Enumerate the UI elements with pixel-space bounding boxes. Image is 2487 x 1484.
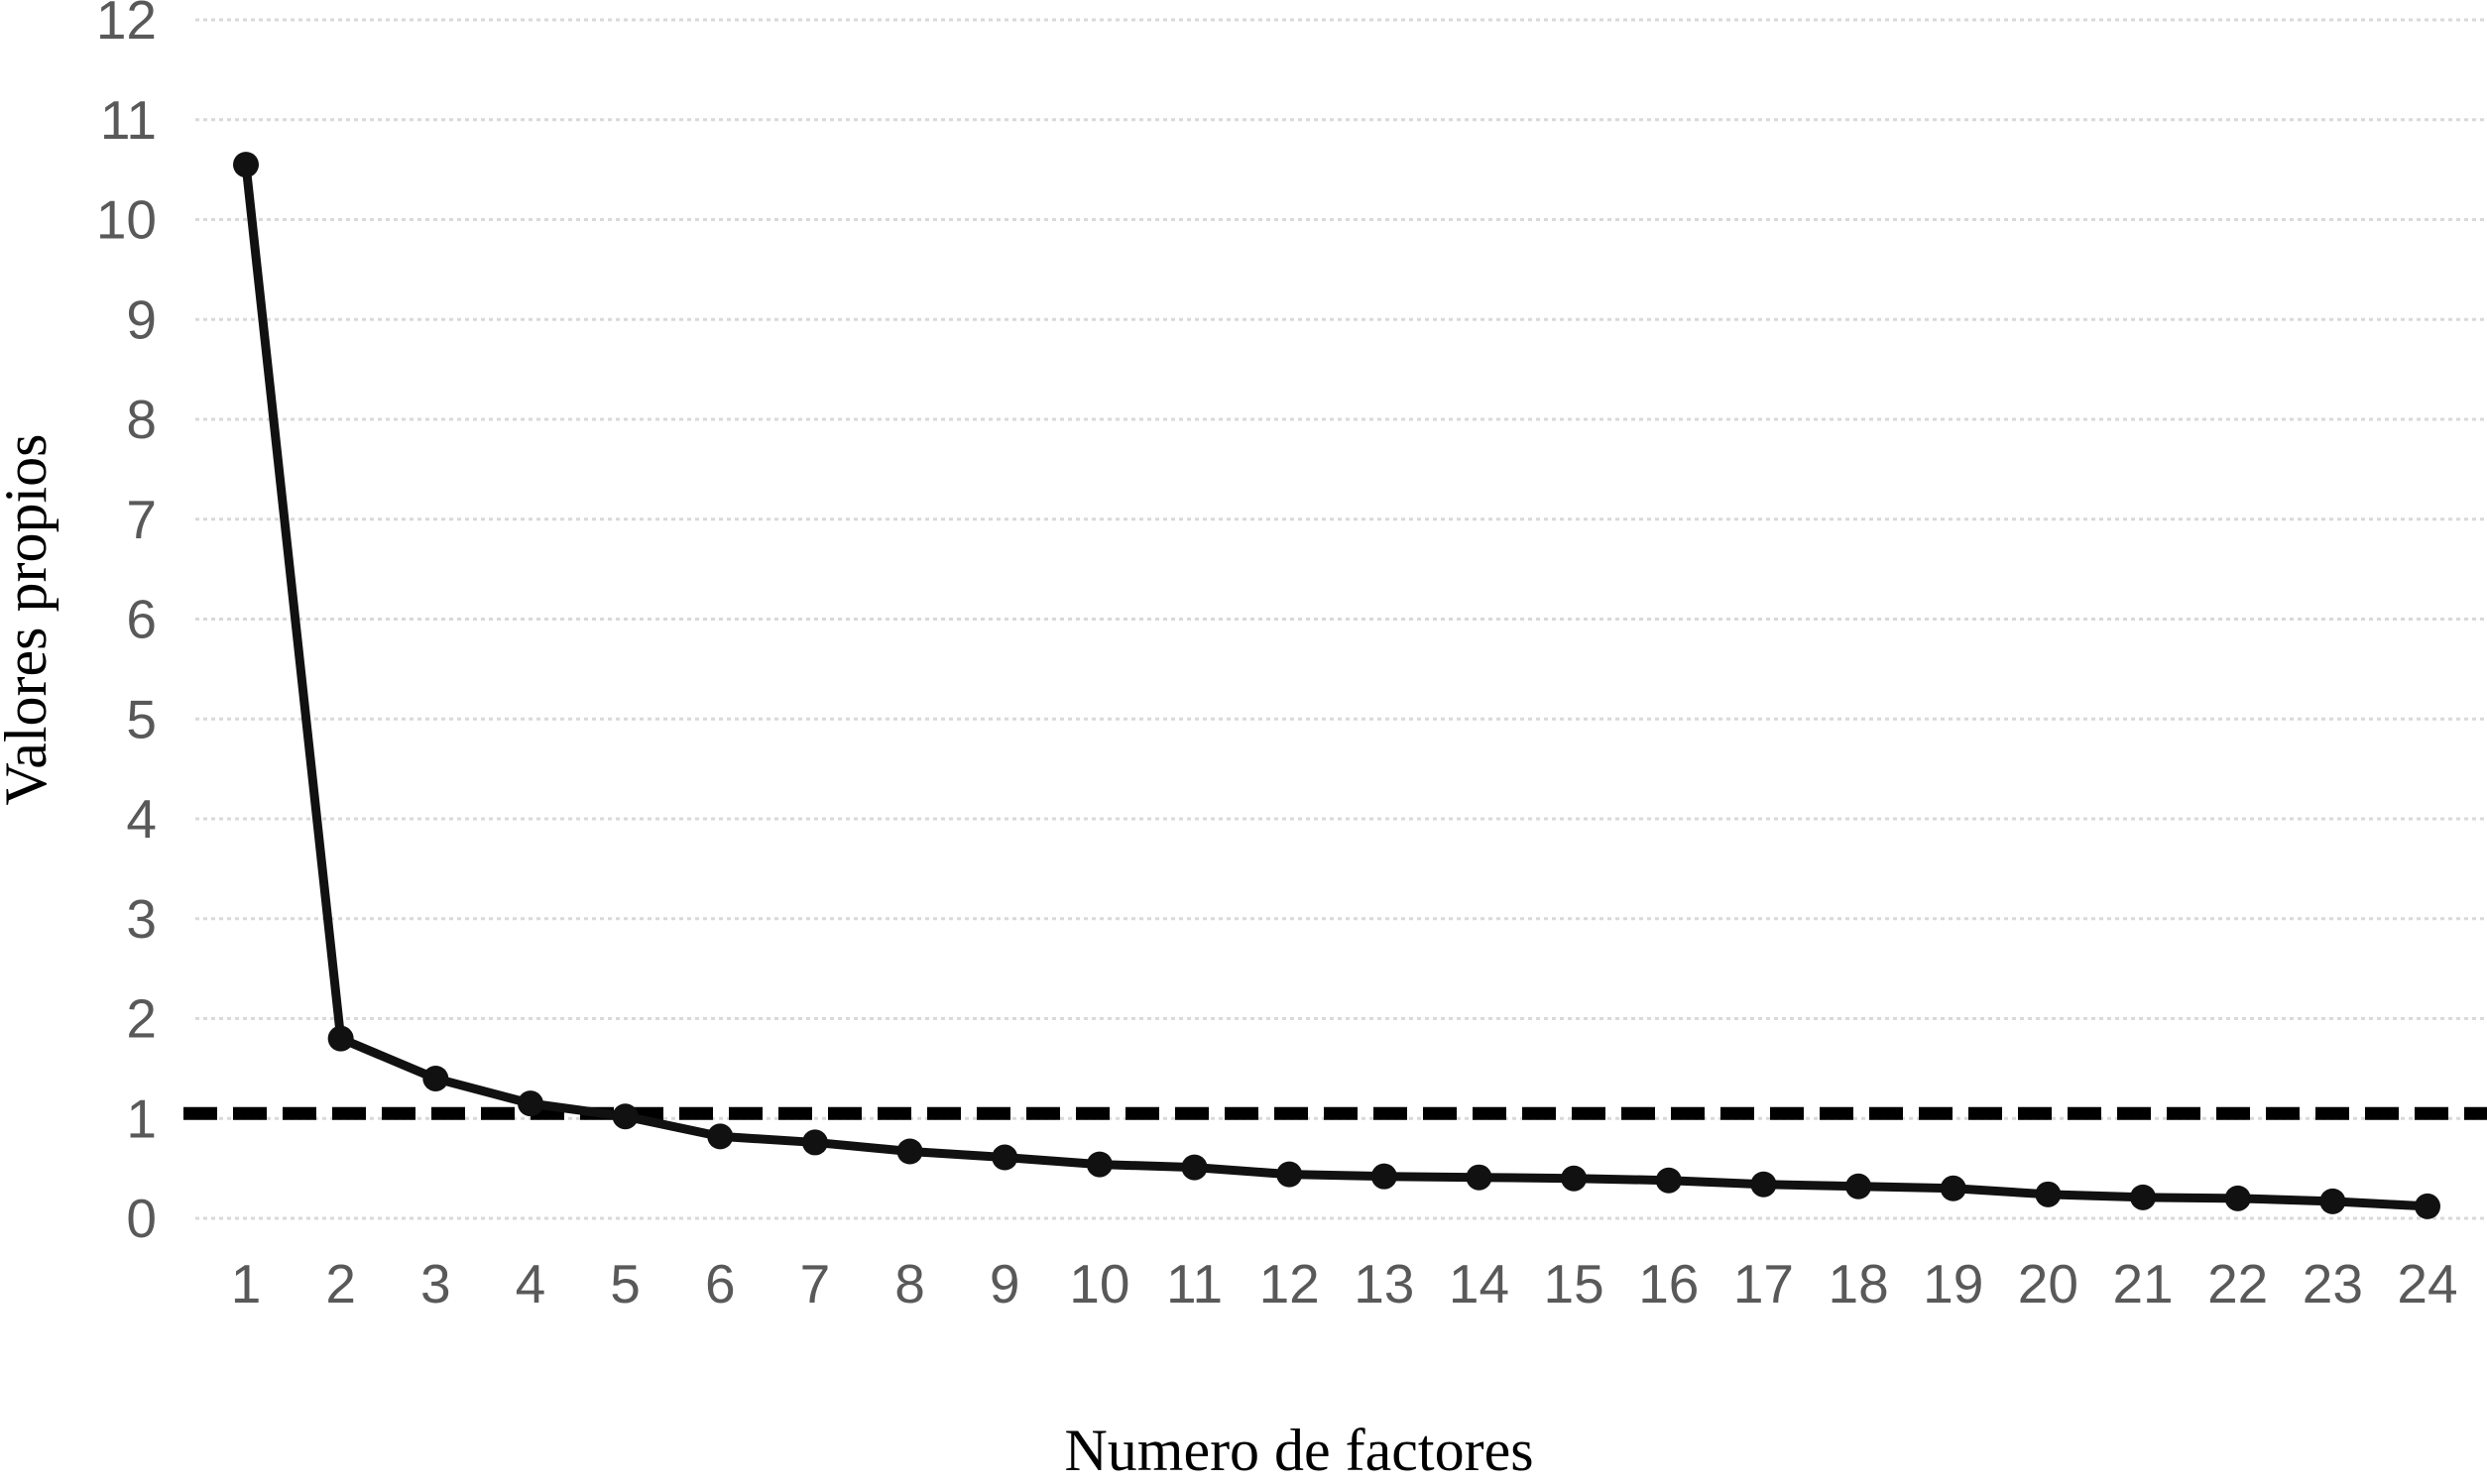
data-point-marker bbox=[2035, 1181, 2062, 1207]
x-tick-label: 18 bbox=[1828, 1253, 1888, 1314]
y-tick-label: 1 bbox=[126, 1087, 157, 1149]
x-tick-label: 8 bbox=[894, 1253, 925, 1314]
x-tick-label: 5 bbox=[610, 1253, 641, 1314]
data-point-marker bbox=[233, 152, 259, 178]
x-tick-label: 15 bbox=[1544, 1253, 1604, 1314]
y-tick-label: 0 bbox=[126, 1188, 157, 1249]
x-axis-title: Numero de factores bbox=[1064, 1418, 1533, 1483]
x-tick-label: 13 bbox=[1354, 1253, 1414, 1314]
y-tick-label: 2 bbox=[126, 988, 157, 1050]
x-tick-label: 23 bbox=[2303, 1253, 2363, 1314]
y-tick-label: 4 bbox=[126, 788, 157, 850]
y-tick-label: 5 bbox=[126, 688, 157, 749]
x-tick-label: 4 bbox=[516, 1253, 546, 1314]
data-point-marker bbox=[2224, 1185, 2251, 1211]
x-tick-label: 1 bbox=[231, 1253, 262, 1314]
data-point-marker bbox=[896, 1138, 923, 1165]
y-tick-label: 8 bbox=[126, 389, 157, 450]
data-point-marker bbox=[1181, 1154, 1208, 1181]
data-point-marker bbox=[1086, 1151, 1113, 1178]
y-tick-label: 3 bbox=[126, 888, 157, 950]
data-point-marker bbox=[612, 1103, 639, 1130]
data-point-marker bbox=[517, 1090, 543, 1117]
data-point-marker bbox=[2415, 1193, 2440, 1219]
y-tick-label: 10 bbox=[96, 189, 157, 251]
data-point-markers bbox=[233, 152, 2440, 1219]
data-point-marker bbox=[1370, 1163, 1397, 1190]
data-point-marker bbox=[1940, 1175, 1966, 1201]
x-tick-label: 19 bbox=[1923, 1253, 1983, 1314]
x-tick-label: 20 bbox=[2018, 1253, 2078, 1314]
x-tick-label: 17 bbox=[1733, 1253, 1794, 1314]
x-tick-label: 12 bbox=[1259, 1253, 1320, 1314]
data-point-marker bbox=[2130, 1184, 2157, 1210]
data-point-marker bbox=[707, 1123, 734, 1150]
x-tick-label: 7 bbox=[800, 1253, 831, 1314]
data-point-marker bbox=[2319, 1188, 2346, 1214]
data-point-marker bbox=[422, 1065, 449, 1091]
data-point-marker bbox=[1466, 1164, 1492, 1191]
data-point-marker bbox=[992, 1144, 1018, 1171]
data-point-marker bbox=[1276, 1161, 1303, 1188]
data-point-marker bbox=[1750, 1171, 1777, 1198]
x-tick-label: 3 bbox=[420, 1253, 451, 1314]
y-tick-label: 6 bbox=[126, 589, 157, 650]
data-point-marker bbox=[327, 1025, 354, 1052]
x-tick-label: 9 bbox=[990, 1253, 1020, 1314]
x-axis-tick-labels: 1 2 3 4 5 6 7 8 9 10 11 12 13 14 15 16 17 18 19 20 21 22 23 24 bbox=[231, 1253, 2458, 1314]
x-tick-label: 10 bbox=[1069, 1253, 1129, 1314]
y-tick-label: 11 bbox=[100, 89, 157, 151]
x-tick-label: 16 bbox=[1638, 1253, 1699, 1314]
x-tick-label: 22 bbox=[2207, 1253, 2268, 1314]
x-tick-label: 2 bbox=[325, 1253, 356, 1314]
gridlines bbox=[195, 18, 2487, 1220]
y-tick-label: 12 bbox=[96, 0, 157, 51]
y-tick-label: 9 bbox=[126, 288, 157, 350]
eigenvalue-line bbox=[241, 160, 2432, 1211]
x-tick-label: 14 bbox=[1449, 1253, 1509, 1314]
data-point-marker bbox=[1655, 1167, 1682, 1194]
x-tick-label: 6 bbox=[705, 1253, 736, 1314]
data-point-marker bbox=[1845, 1173, 1872, 1199]
x-tick-label: 11 bbox=[1166, 1253, 1223, 1314]
x-tick-label: 21 bbox=[2112, 1253, 2173, 1314]
x-tick-label: 24 bbox=[2397, 1253, 2457, 1314]
y-axis-title: Valores propios bbox=[0, 434, 59, 806]
data-point-marker bbox=[1561, 1165, 1588, 1192]
y-tick-label: 7 bbox=[126, 489, 157, 550]
data-point-marker bbox=[801, 1129, 828, 1156]
